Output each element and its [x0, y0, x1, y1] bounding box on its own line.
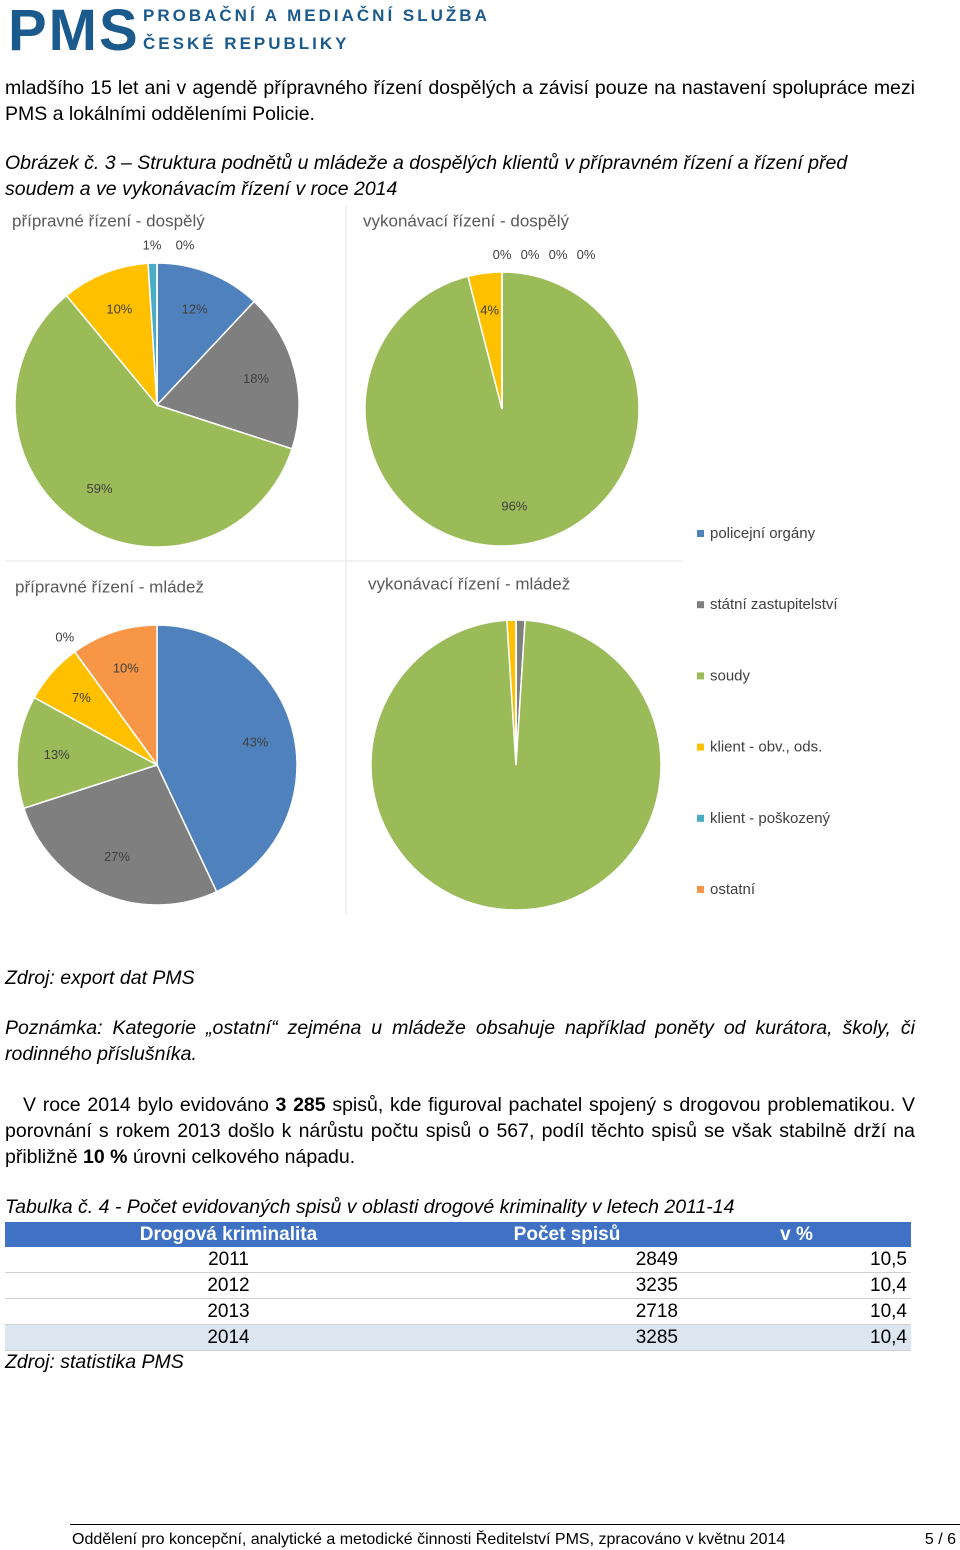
legend-label: ostatní [710, 881, 756, 898]
org-country: ČESKÉ REPUBLIKY [143, 34, 350, 53]
pie-slice [16, 696, 159, 810]
header-cell: Počet spisů [513, 1223, 621, 1245]
table-row: 2014 3285 10,4 [5, 1324, 911, 1351]
text: V roce 2014 bylo evidováno [23, 1094, 276, 1116]
legend-swatch [697, 672, 704, 680]
pie-slice [73, 624, 158, 768]
data-label: 13% [44, 747, 70, 762]
data-label: 7% [72, 690, 91, 705]
logo: PMS [8, 0, 140, 63]
table-caption: Tabulka č. 4 - Počet evidovaných spisů v… [5, 1196, 735, 1218]
chart-title: vykonávací řízení - dospělý [363, 211, 569, 230]
table-cell: 2012 [5, 1272, 452, 1299]
legend-swatch [697, 743, 704, 751]
data-label: 0% [493, 247, 512, 262]
table: Drogová kriminalita Počet spisů v % 2011… [5, 1222, 911, 1351]
table-row: 2011 2849 10,5 [5, 1247, 911, 1273]
header-cell: Drogová kriminalita [139, 1223, 318, 1245]
data-label: 0% [549, 247, 568, 262]
intro-paragraph: mladšího 15 let ani v agendě přípravného… [5, 77, 915, 125]
data-label: 27% [104, 849, 130, 864]
footer-rule [70, 1524, 960, 1525]
text: úrovni celkového nápadu. [127, 1146, 356, 1168]
page-number: 5 / 6 [924, 1531, 956, 1548]
table-row: 2013 2718 10,4 [5, 1298, 911, 1325]
legend-swatch [697, 886, 704, 893]
pie-slice [156, 262, 256, 407]
table-cell: 2013 [5, 1298, 452, 1325]
pie-slice [156, 624, 298, 893]
text: spisů, kde figuroval pachatel spojený s … [5, 1094, 915, 1168]
data-label: 96% [501, 498, 527, 513]
org-name: PROBAČNÍ A MEDIAČNÍ SLUŽBA [143, 6, 490, 25]
bold-text: 3 285 [275, 1094, 326, 1116]
data-label: 43% [242, 734, 268, 749]
table-cell: 10,5 [682, 1247, 911, 1273]
table-cell: 2014 [5, 1324, 452, 1351]
legend-label: soudy [710, 667, 751, 684]
data-label: 59% [87, 481, 113, 496]
body-paragraph: V roce 2014 bylo evidováno 3 285 spisů, … [5, 1092, 915, 1170]
chart-title: přípravné řízení - dospělý [12, 211, 205, 230]
data-label: 18% [243, 371, 269, 386]
chart-title: přípravné řízení - mládež [15, 577, 204, 596]
bold-text: 10 % [83, 1146, 128, 1168]
data-label: 10% [106, 301, 132, 316]
table-row: 2012 3235 10,4 [5, 1272, 911, 1299]
legend-swatch [697, 814, 704, 822]
table-cell: 10,4 [682, 1324, 911, 1351]
pie-slice [14, 294, 293, 548]
legend-swatch [697, 530, 704, 537]
data-label: 10% [113, 661, 139, 676]
legend-swatch [697, 601, 704, 609]
source: Zdroj: statistika PMS [5, 1351, 184, 1373]
charts: přípravné řízení - dospělý 12% 18% 59% 10% 1%… [5, 205, 838, 915]
data-label: 4% [480, 303, 499, 318]
table-header: Drogová kriminalita Počet spisů v % [5, 1222, 911, 1247]
footer-text: Oddělení pro koncepční, analytické a met… [72, 1531, 786, 1548]
legend-label: klient - poškozený [710, 810, 831, 827]
legend-label: policejní orgány [710, 525, 816, 542]
table-cell: 2011 [5, 1247, 452, 1273]
header-cell: v % [780, 1223, 813, 1245]
table-body: 2011 2849 10,5 2012 3235 10,4 2013 2718 10,4 2014… [5, 1247, 911, 1351]
table-cell: 2849 [452, 1247, 682, 1273]
table-cell: 3285 [452, 1324, 682, 1351]
data-label: 0% [55, 630, 74, 645]
legend-label: státní zastupitelství [710, 596, 838, 613]
table-cell: 10,4 [682, 1272, 911, 1299]
data-label: 0% [176, 237, 195, 252]
legend-label: klient - obv., ods. [710, 739, 822, 756]
pie-slice [155, 300, 300, 450]
data-label: 0% [577, 247, 596, 262]
table-cell: 2718 [452, 1298, 682, 1325]
chart-title: vykonávací řízení - mládež [368, 574, 570, 593]
pie-slice [22, 764, 218, 906]
data-label: 0% [521, 247, 540, 262]
figure-caption: Obrázek č. 3 – Struktura podnětů u mláde… [5, 152, 848, 200]
pie-slice [65, 262, 158, 408]
data-label: 12% [182, 301, 208, 316]
data-label: 1% [143, 237, 162, 252]
table-cell: 3235 [452, 1272, 682, 1299]
note: Poznámka: Kategorie „ostatní“ zejména u … [5, 1017, 915, 1065]
table-cell: 10,4 [682, 1298, 911, 1325]
source: Zdroj: export dat PMS [5, 967, 195, 989]
pie-slice [370, 619, 662, 911]
